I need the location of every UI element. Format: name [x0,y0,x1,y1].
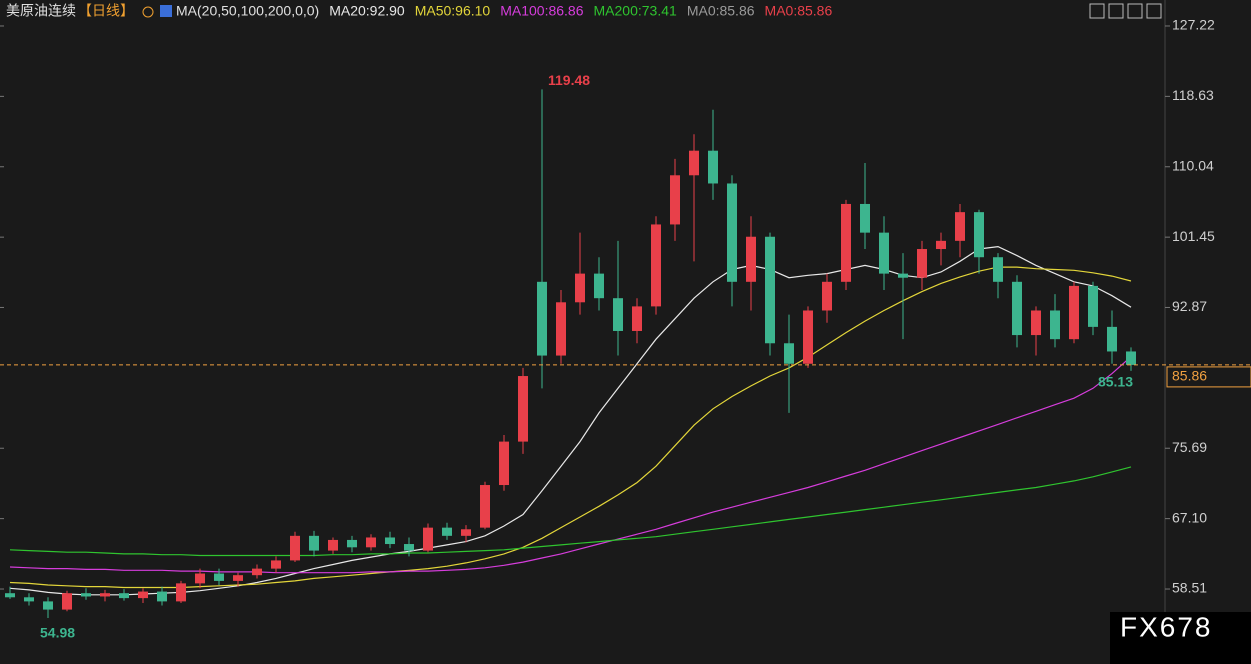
candle-body [5,593,15,598]
candle-body [518,376,528,442]
candle-body [689,150,699,176]
tool-icon[interactable] [1146,3,1162,19]
candle-body [176,583,186,602]
legend-entry: MA0:85.86 [687,3,755,19]
y-tick-label: 110.04 [1172,157,1214,173]
candle-body [24,597,34,602]
candle-body [803,310,813,364]
candle-body [1031,310,1041,336]
candle-body [499,441,509,486]
candle-body [575,273,585,303]
candle-body [727,183,737,282]
candle-body [1107,326,1117,352]
candle-body [214,573,224,581]
legend-entry: MA200:73.41 [594,3,677,19]
candle-body [157,591,167,602]
candle-body [632,306,642,331]
last-price-box [1166,366,1251,388]
tool-icon[interactable] [1108,3,1124,19]
legend-entry: MA50:96.10 [415,3,491,19]
candle-body [233,575,243,581]
y-tick-label: 58.51 [1172,580,1207,596]
candle-body [898,273,908,278]
y-tick-label: 118.63 [1172,87,1214,103]
candle-body [100,593,110,597]
last-low-label: 85.13 [1098,374,1133,390]
candle-body [252,568,262,576]
ma-line [9,466,1132,557]
candle-body [746,236,756,282]
icon [160,5,172,17]
watermark-bg [1110,612,1251,664]
candle-body [955,212,965,241]
icon [142,6,154,18]
candle-body [138,591,148,599]
candle-body [784,343,794,364]
y-tick-label: 67.10 [1172,509,1207,525]
candle-body [423,527,433,551]
candle-body [594,273,604,299]
candle-body [936,240,946,250]
candle-body [670,175,680,225]
candle-body [556,302,566,356]
legend-entry: MA20:92.90 [329,3,405,19]
period: 【日线】 [78,3,134,19]
candle-body [62,593,72,610]
candle-body [993,257,1003,282]
title: 美原油连续 [6,3,76,19]
legend-entry: MA100:86.86 [500,3,583,19]
candle-body [537,281,547,356]
candle-body [1050,310,1060,340]
candle-body [309,535,319,551]
candle-body [822,281,832,311]
toolbar[interactable] [1089,3,1162,19]
candle-body [461,529,471,536]
candle-body [765,236,775,344]
last-price-label: 85.86 [1172,368,1207,384]
y-tick-label: 92.87 [1172,298,1207,314]
y-tick-label: 101.45 [1172,228,1215,244]
y-tick-label: 127.22 [1172,17,1215,33]
high-label: 119.48 [548,72,590,88]
indicator: MA(20,50,100,200,0,0) [176,3,319,19]
candle-body [1126,351,1136,365]
candle-body [841,203,851,282]
ma-line [9,266,1132,589]
candle-body [860,203,870,233]
candle-body [81,593,91,597]
watermark: FX678 [1120,611,1213,642]
candle-body [613,298,623,331]
candle-body [404,544,414,551]
candle-body [43,601,53,610]
legend-entry: MA0:85.86 [765,3,833,19]
tool-icon[interactable] [1089,3,1105,19]
candle-body [195,573,205,584]
candle-body [119,593,129,599]
candle-body [879,232,889,274]
candle-body [1012,281,1022,336]
candle-body [328,539,338,551]
candle-body [708,150,718,184]
candle-body [480,485,490,528]
candle-body [442,527,452,536]
candle-body [1069,285,1079,340]
y-tick-label: 75.69 [1172,439,1207,455]
ma-line [9,356,1132,574]
ma-line [9,245,1132,596]
low-label: 54.98 [40,625,75,641]
candle-body [1088,285,1098,327]
tool-icon[interactable] [1127,3,1143,19]
candle-body [974,212,984,258]
candle-body [347,539,357,548]
candle-body [290,535,300,561]
candle-body [385,537,395,545]
candle-body [651,224,661,307]
candle-body [366,537,376,548]
candle-body [917,249,927,278]
candle-body [271,560,281,569]
